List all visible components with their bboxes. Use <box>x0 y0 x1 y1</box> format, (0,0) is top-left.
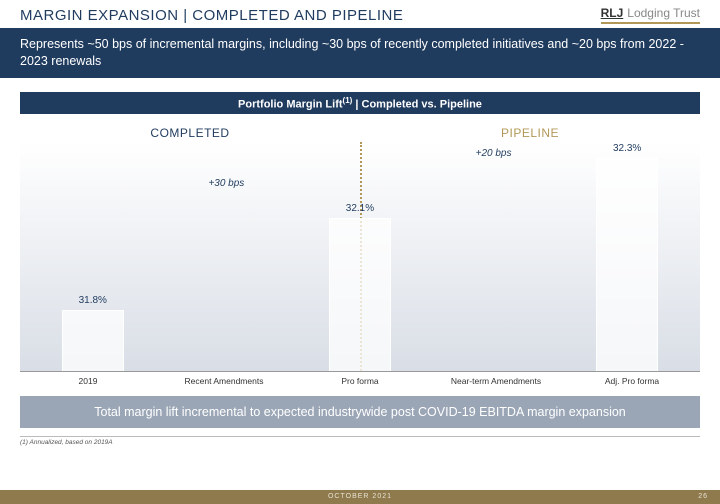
bps-label: +20 bps <box>433 148 553 159</box>
section-labels: COMPLETED PIPELINE <box>20 120 700 142</box>
section-completed: COMPLETED <box>20 120 360 142</box>
chart-title-sup: (1) <box>343 96 353 105</box>
chart-title-tail: | Completed vs. Pipeline <box>352 98 482 110</box>
chart-column: +20 bps <box>433 142 553 371</box>
chart-column: 32.1% <box>300 142 420 371</box>
footer: OCTOBER 2021 26 <box>0 490 720 504</box>
bar-chart: 31.8% +30 bps 32.1% +20 bps 32.3% <box>20 142 700 371</box>
footer-page: 26 <box>698 493 708 500</box>
x-axis-label: Pro forma <box>292 376 428 386</box>
x-axis-label: Adj. Pro forma <box>564 376 700 386</box>
footer-date: OCTOBER 2021 <box>328 493 392 500</box>
chart-column: 31.8% <box>33 142 153 371</box>
slide: MARGIN EXPANSION | COMPLETED AND PIPELIN… <box>0 0 720 504</box>
chart-bar: 31.8% <box>62 310 124 372</box>
slide-title: MARGIN EXPANSION | COMPLETED AND PIPELIN… <box>20 7 403 24</box>
bar-value-label: 32.1% <box>330 203 390 214</box>
bar-value-label: 31.8% <box>63 295 123 306</box>
chart-column: +30 bps <box>166 142 286 371</box>
chart-area: 31.8% +30 bps 32.1% +20 bps 32.3% <box>20 142 700 372</box>
chart-column: 32.3% <box>567 142 687 371</box>
logo-main: RLJ <box>601 6 624 20</box>
bar-value-label: 32.3% <box>597 143 657 154</box>
header: MARGIN EXPANSION | COMPLETED AND PIPELIN… <box>0 0 720 28</box>
company-logo: RLJ Lodging Trust <box>601 6 700 24</box>
x-axis-label: Recent Amendments <box>156 376 292 386</box>
logo-sub: Lodging Trust <box>627 6 700 20</box>
chart-bar: 32.1% <box>329 218 391 371</box>
x-axis: 2019Recent AmendmentsPro formaNear-term … <box>20 376 700 386</box>
chart-title-text: Portfolio Margin Lift <box>238 98 342 110</box>
x-axis-label: Near-term Amendments <box>428 376 564 386</box>
chart-title-bar: Portfolio Margin Lift(1) | Completed vs.… <box>20 92 700 115</box>
section-pipeline: PIPELINE <box>360 120 700 142</box>
x-axis-label: 2019 <box>20 376 156 386</box>
bps-label: +30 bps <box>166 178 286 189</box>
callout-banner: Total margin lift incremental to expecte… <box>20 396 700 428</box>
sub-heading: Represents ~50 bps of incremental margin… <box>0 28 720 78</box>
footnote: (1) Annualized, based on 2019A <box>20 436 700 446</box>
chart-bar: 32.3% <box>596 158 658 371</box>
